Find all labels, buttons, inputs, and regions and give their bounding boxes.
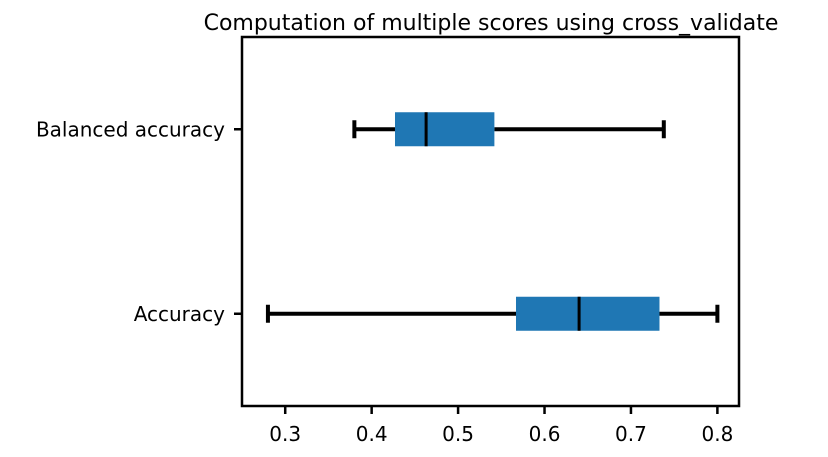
x-tick-label: 0.8: [701, 422, 733, 446]
box-iqr: [515, 296, 660, 331]
x-tick-label: 0.4: [356, 422, 388, 446]
x-tick-label: 0.5: [442, 422, 474, 446]
y-axis: Accuracy Balanced accuracy: [36, 117, 242, 326]
y-tick-label: Accuracy: [134, 302, 225, 326]
box-iqr: [394, 112, 495, 147]
chart-title: Computation of multiple scores using cro…: [204, 11, 779, 36]
x-tick-label: 0.3: [269, 422, 301, 446]
axes-frame: [240, 35, 741, 408]
x-axis: 0.3 0.4 0.5 0.6 0.7 0.8: [269, 406, 733, 446]
x-tick-label: 0.7: [615, 422, 647, 446]
x-tick-label: 0.6: [529, 422, 561, 446]
y-tick-label: Balanced accuracy: [36, 117, 225, 141]
plot-area: [265, 112, 720, 331]
box-accuracy: [265, 296, 720, 331]
box-balanced-accuracy: [352, 112, 666, 147]
